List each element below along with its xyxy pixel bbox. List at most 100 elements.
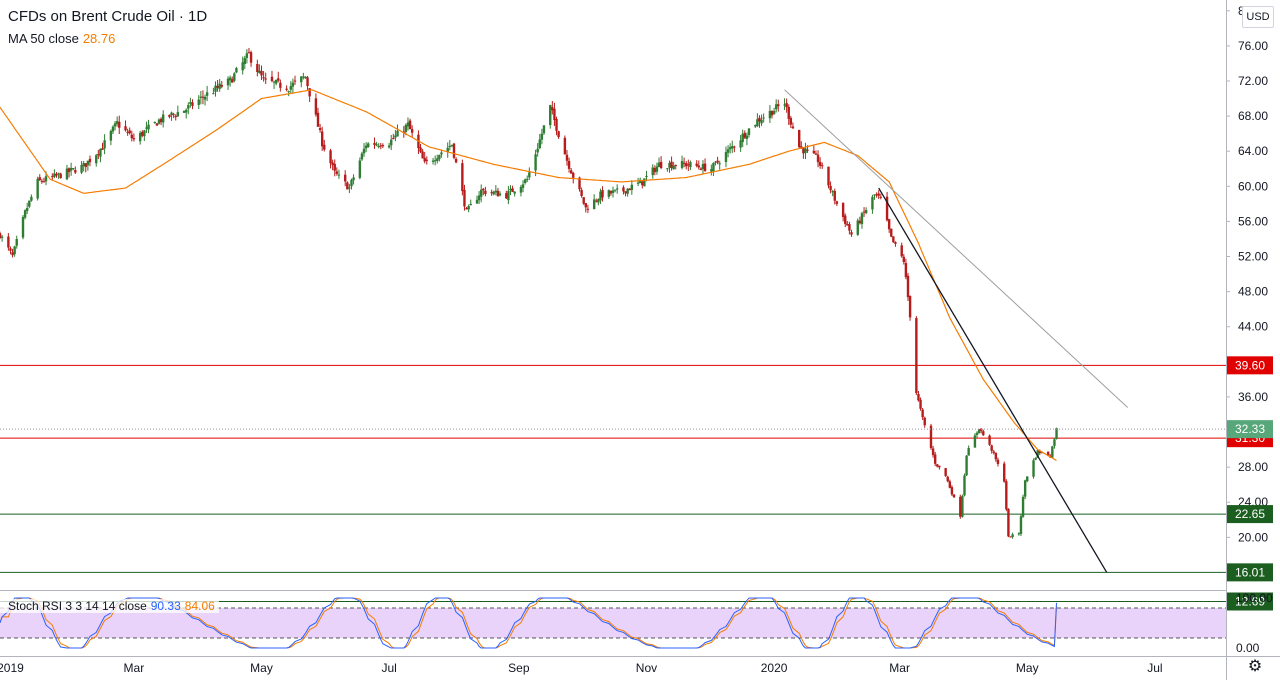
candle-body: [636, 182, 640, 184]
candle-body: [176, 112, 180, 117]
candle: [130, 130, 134, 142]
candle: [613, 189, 617, 193]
candle-body: [816, 154, 820, 163]
candle: [536, 143, 539, 157]
candle: [329, 148, 332, 169]
candle-body: [557, 131, 560, 138]
price-tick-label: 36.00: [1238, 390, 1268, 404]
candle: [994, 452, 998, 462]
candle: [256, 59, 259, 77]
candle-body: [300, 76, 303, 83]
candle-body: [203, 96, 207, 100]
candle-body: [615, 188, 619, 190]
candle-body: [421, 151, 424, 159]
level-badge-label: 16.01: [1235, 565, 1265, 579]
symbol-title[interactable]: CFDs on Brent Crude Oil · 1D: [8, 8, 208, 25]
candle: [157, 118, 161, 125]
price-tick-label: 28.00: [1238, 460, 1268, 474]
candle: [410, 125, 414, 138]
candle: [948, 479, 952, 489]
candle: [0, 234, 4, 242]
candle-body: [818, 161, 822, 166]
candle: [490, 189, 493, 196]
candle: [745, 132, 749, 146]
candle: [316, 107, 320, 127]
candle: [768, 105, 772, 123]
candle-body: [36, 178, 39, 199]
candle: [1032, 458, 1035, 479]
candle: [285, 85, 288, 92]
candle-body: [438, 154, 441, 160]
gear-icon[interactable]: ⚙: [1247, 658, 1263, 675]
candle: [712, 162, 715, 177]
candle-body: [84, 163, 87, 167]
time-tick-label: Jul: [1147, 661, 1162, 675]
candle: [373, 137, 376, 149]
candle-body: [113, 123, 117, 127]
candle-body: [829, 185, 832, 191]
candle-body: [1034, 457, 1037, 460]
candle-body: [931, 448, 935, 456]
candle: [1017, 532, 1021, 536]
stoch-rsi-legend[interactable]: Stoch RSI 3 3 14 14 close 90.33 84.06: [0, 599, 219, 613]
candle-body: [841, 202, 845, 218]
candle: [798, 129, 801, 149]
candle-body: [563, 137, 567, 155]
candle-body: [858, 220, 862, 224]
candle: [88, 155, 92, 167]
candle-body: [768, 110, 772, 119]
candle: [118, 115, 121, 135]
candle-body: [1009, 536, 1012, 538]
candle: [975, 431, 979, 438]
candle-body: [601, 190, 604, 198]
candle: [1034, 457, 1037, 461]
candle: [465, 206, 468, 210]
candle-body: [440, 152, 443, 155]
candle: [367, 142, 370, 148]
candle-body: [948, 481, 952, 488]
candle: [821, 162, 824, 169]
candle: [555, 116, 558, 136]
candle-body: [814, 153, 818, 155]
candle: [494, 185, 498, 196]
candle-body: [141, 131, 144, 136]
ma-legend[interactable]: MA 50 close 28.76: [8, 31, 207, 46]
candle-body: [526, 178, 529, 180]
candle-body: [314, 98, 318, 115]
candle-body: [161, 114, 165, 123]
candle-body: [988, 435, 991, 445]
candle: [858, 216, 862, 225]
candle-body: [145, 127, 148, 129]
candle: [733, 145, 736, 153]
candle-body: [607, 190, 611, 197]
currency-button[interactable]: USD: [1242, 6, 1274, 28]
candle: [657, 157, 661, 168]
candle-body: [877, 193, 880, 196]
candle: [931, 445, 935, 458]
candle-body: [791, 126, 795, 129]
candle-body: [726, 149, 730, 153]
candle: [963, 473, 966, 497]
candle-body: [992, 451, 995, 453]
candle-body: [147, 124, 150, 130]
candle-body: [201, 96, 205, 98]
candle-body: [906, 275, 910, 298]
candle-body: [783, 104, 786, 106]
candle-body: [802, 148, 805, 154]
candle-body: [1007, 508, 1010, 537]
candle: [586, 204, 590, 214]
candle: [419, 143, 422, 154]
last-price-label: 32.33: [1235, 422, 1265, 436]
candle: [565, 149, 569, 166]
candle-body: [860, 213, 864, 225]
candle: [615, 184, 619, 194]
candle-body: [390, 139, 393, 146]
candle: [597, 198, 600, 206]
candle: [187, 102, 190, 115]
candle: [643, 178, 646, 187]
candle-body: [569, 170, 573, 174]
candle-body: [320, 131, 324, 147]
candle-body: [155, 123, 159, 126]
